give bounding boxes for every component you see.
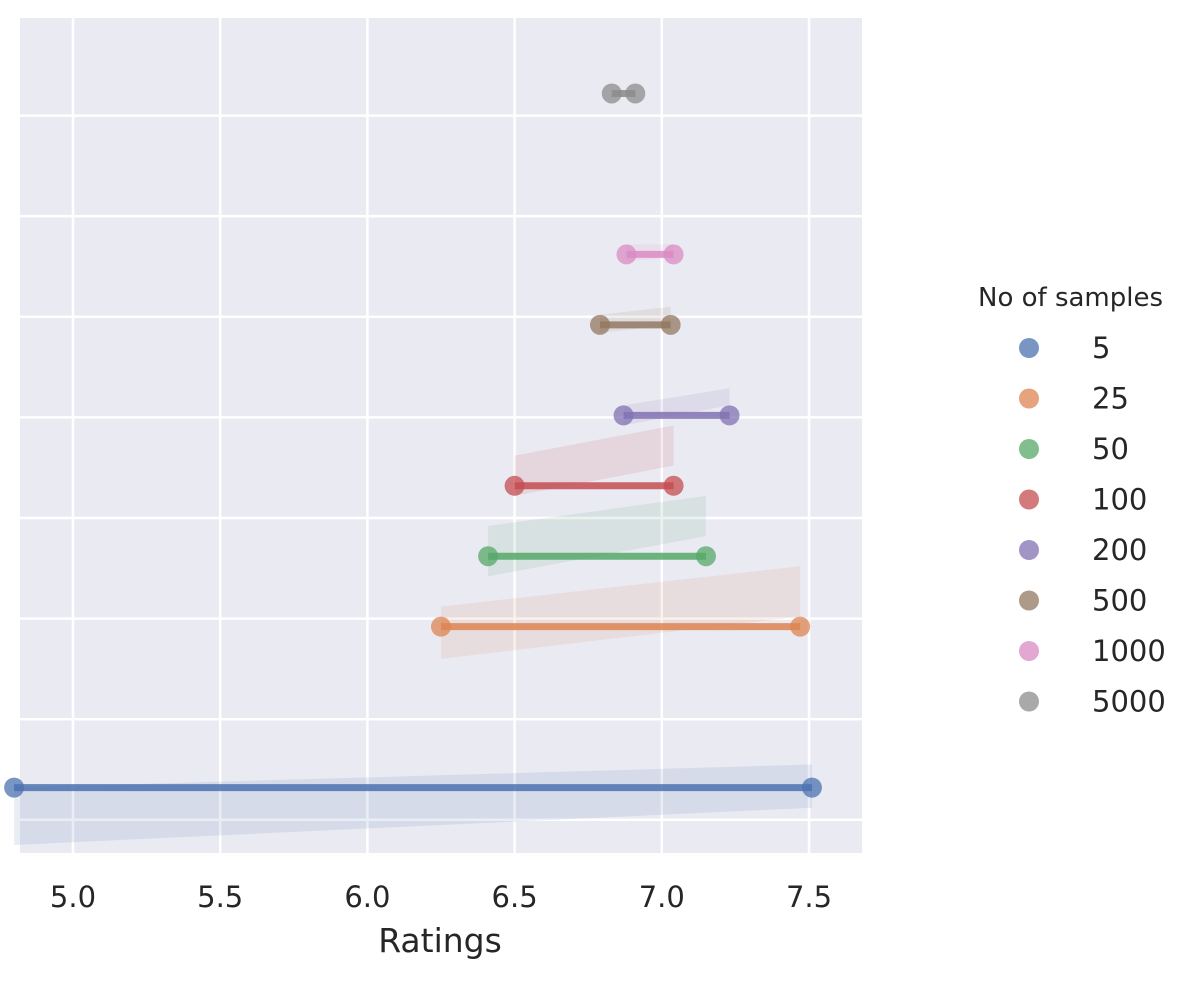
min-point-1000 <box>616 244 637 265</box>
legend-marker-1000 <box>1019 641 1039 661</box>
min-point-25 <box>431 616 451 637</box>
band-100 <box>514 425 674 496</box>
x-axis-label: Ratings <box>378 921 502 960</box>
max-point-200 <box>719 405 740 426</box>
plot-area-background <box>20 18 862 853</box>
grid <box>20 13 862 853</box>
x-tick-label-6.5: 6.5 <box>492 880 538 914</box>
band-25 <box>441 566 801 659</box>
legend-label-500: 500 <box>1092 584 1147 618</box>
legend-marker-100 <box>1019 489 1039 510</box>
min-point-50 <box>478 546 499 567</box>
legend-label-25: 25 <box>1092 382 1129 416</box>
legend-marker-500 <box>1019 590 1039 611</box>
max-point-5 <box>801 777 822 798</box>
max-point-5000 <box>625 83 646 104</box>
legend-label-100: 100 <box>1092 483 1147 517</box>
legend-label-5000: 5000 <box>1092 685 1166 719</box>
legend-marker-5 <box>1019 338 1039 358</box>
legend-marker-25 <box>1019 388 1039 409</box>
max-point-50 <box>695 546 716 567</box>
x-tick-label-5.5: 5.5 <box>197 880 243 914</box>
min-point-200 <box>613 405 634 426</box>
legend-title: No of samples <box>978 283 1163 313</box>
legend-marker-200 <box>1019 540 1039 560</box>
min-point-5 <box>4 777 25 798</box>
x-tick-label-7.5: 7.5 <box>786 880 832 914</box>
legend-label-1000: 1000 <box>1092 634 1166 668</box>
min-point-5000 <box>601 83 622 104</box>
x-tick-label-6.0: 6.0 <box>344 880 390 914</box>
legend-label-200: 200 <box>1092 533 1147 567</box>
legend-marker-50 <box>1019 439 1039 459</box>
min-point-500 <box>589 314 610 335</box>
legend-marker-5000 <box>1019 691 1039 712</box>
legend-label-50: 50 <box>1092 432 1129 466</box>
max-point-1000 <box>663 244 684 265</box>
max-point-25 <box>790 616 811 637</box>
max-point-500 <box>660 314 681 335</box>
min-point-100 <box>504 475 525 496</box>
legend: No of samples 5 25 50 100 200 500 1000 5000 <box>978 283 1166 719</box>
x-tick-labels: 5.0 5.5 6.0 6.5 7.0 7.5 <box>50 880 832 914</box>
legend-label-5: 5 <box>1092 331 1110 365</box>
x-tick-label-7.0: 7.0 <box>639 880 685 914</box>
x-tick-label-5.0: 5.0 <box>50 880 96 914</box>
max-point-100 <box>663 475 684 496</box>
dumbbell-series <box>4 83 822 798</box>
